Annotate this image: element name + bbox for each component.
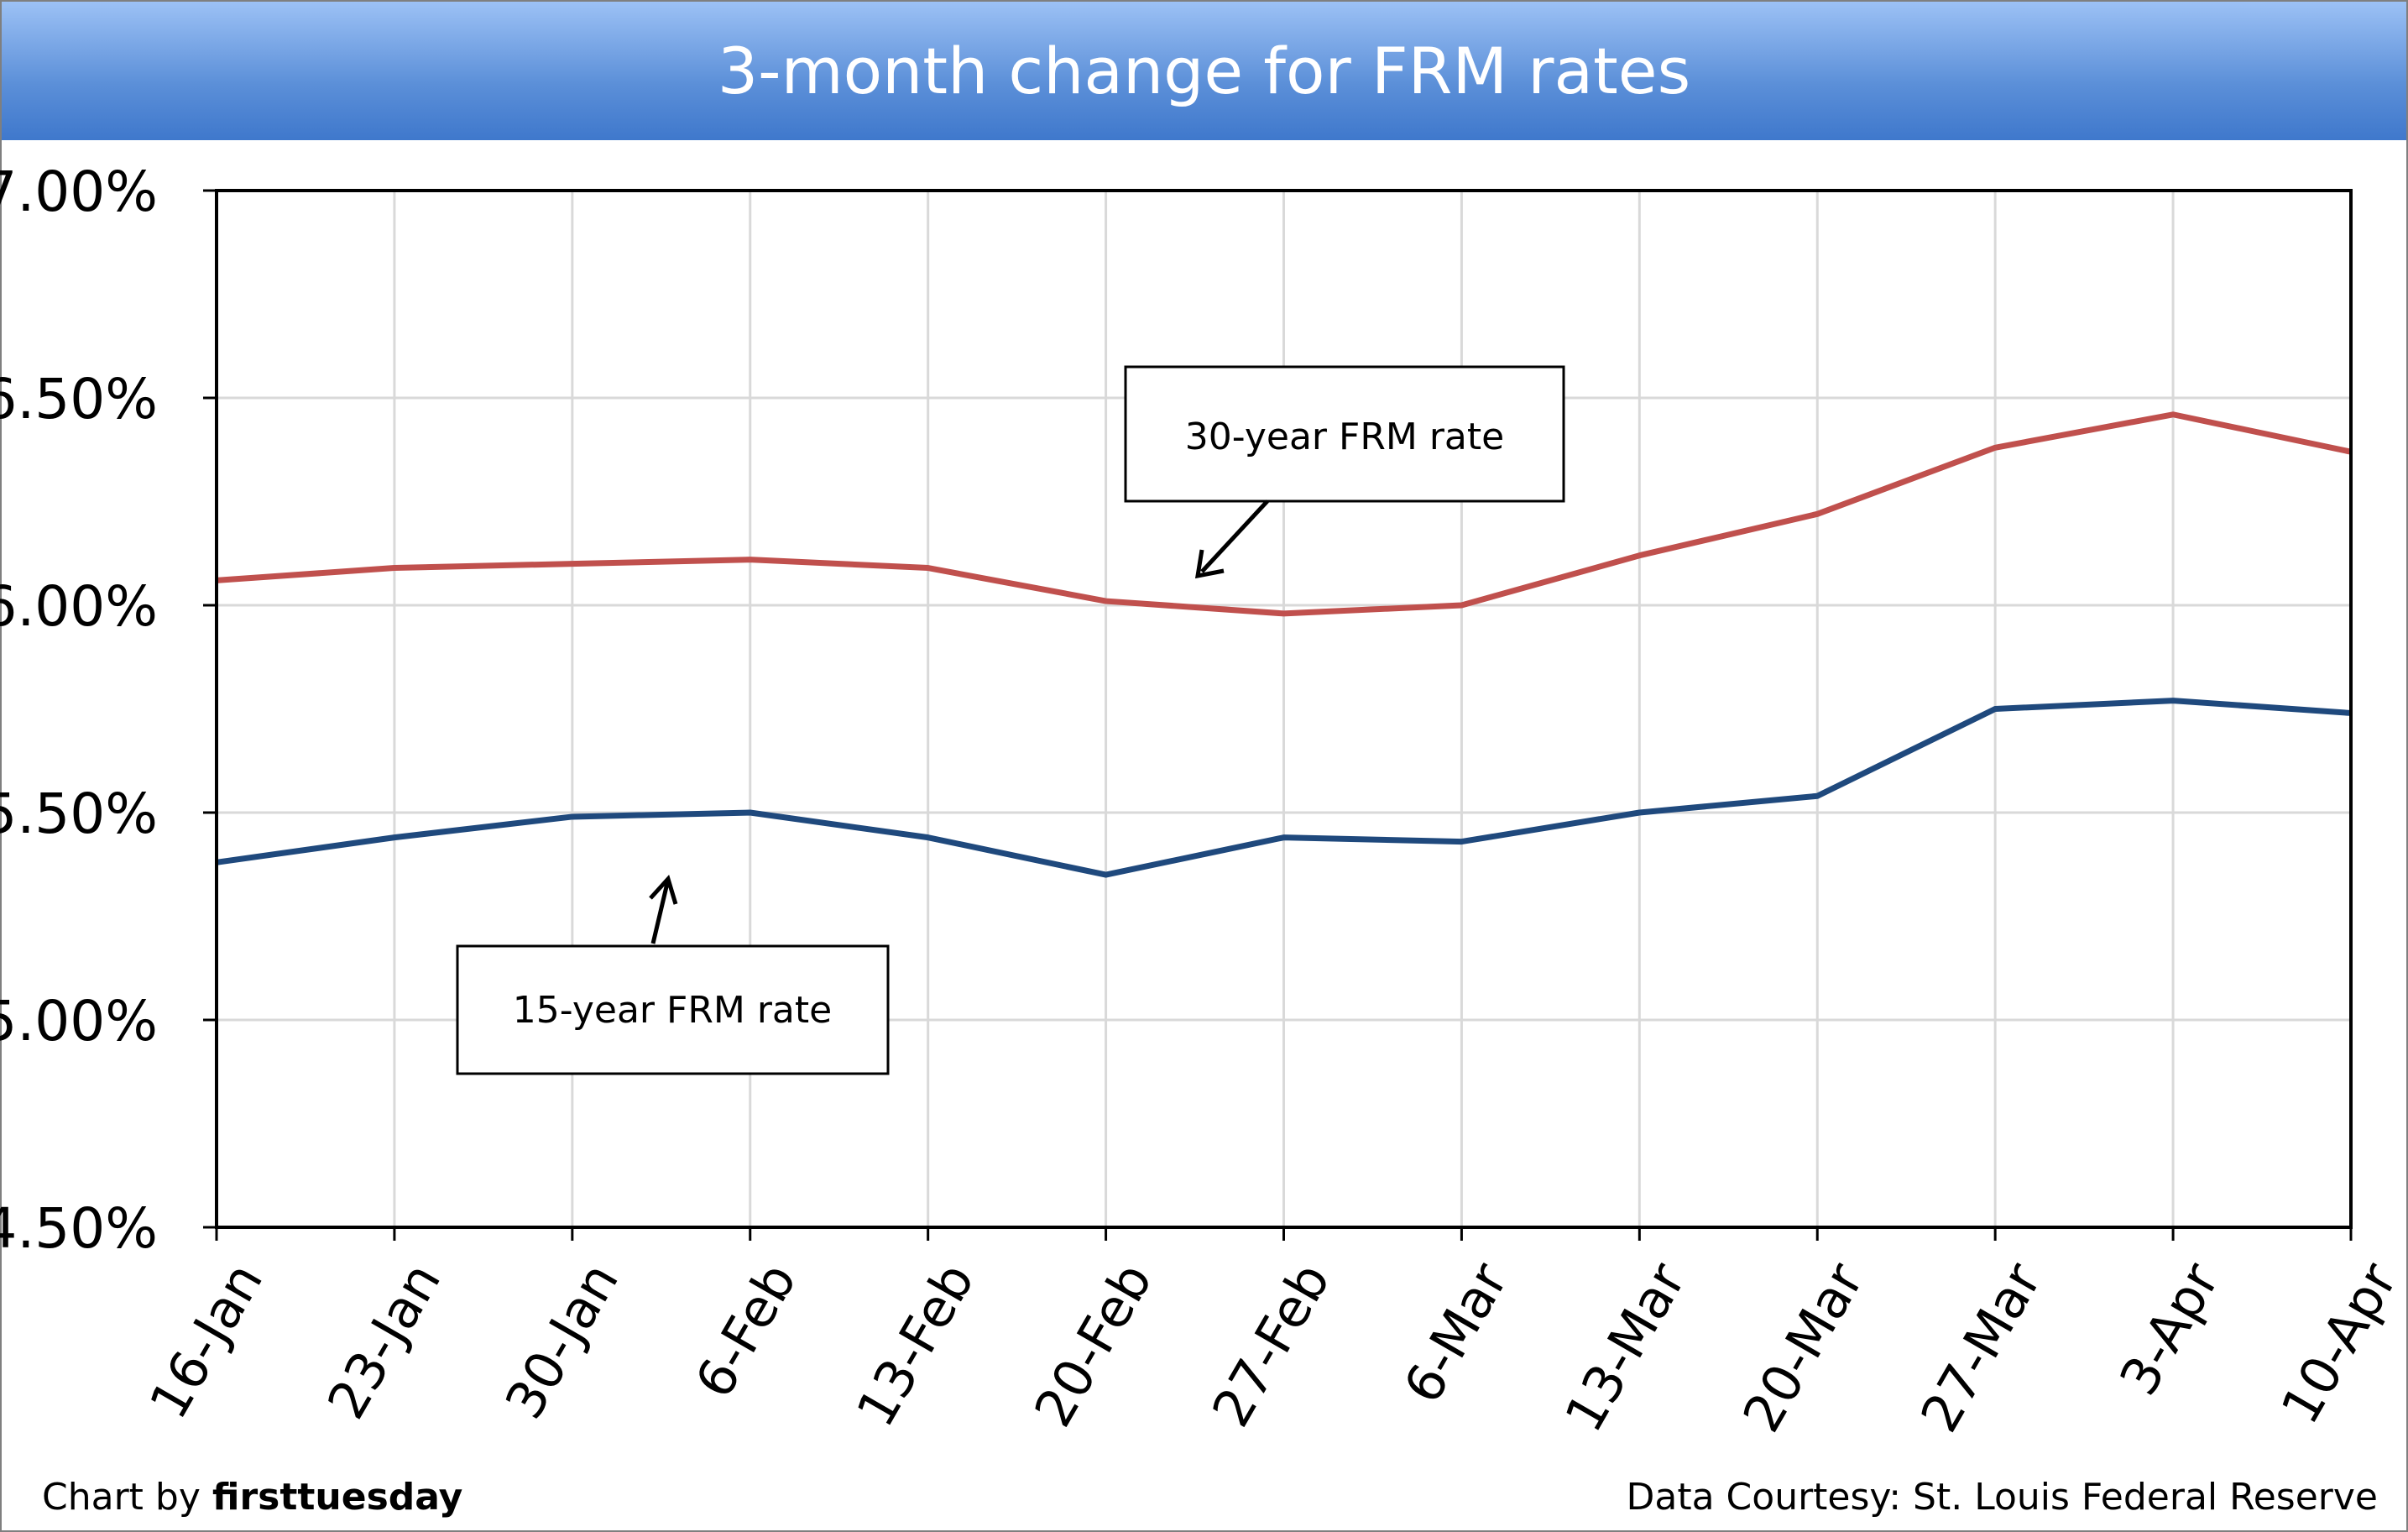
y-axis-ticks: 4.50% 5.00% 5.50% 6.00% 6.50% 7.00% [0,159,217,1261]
data-source: Data Courtesy: St. Louis Federal Reserve [1626,1476,2379,1519]
y-tick-label: 6.50% [0,367,158,431]
arrowhead-icon [1194,549,1225,579]
chart-credit: Chart by firsttuesday [42,1476,462,1519]
y-tick-label: 5.50% [0,782,158,846]
annotation-box-15-year [456,944,890,1075]
arrowhead-icon [649,875,678,905]
y-tick-label: 6.00% [0,574,158,639]
x-tick-label: 6-Feb [683,1252,808,1408]
series-lines [216,411,2352,878]
annotation-30-year: 30-year FRM rate [1124,365,1565,579]
credit-brand: firsttuesday [212,1476,463,1519]
credit-prefix: Chart by [42,1476,212,1519]
annotation-15-year: 15-year FRM rate [456,875,890,1075]
annotation-label-15-year: 15-year FRM rate [513,989,832,1032]
y-tick-label: 4.50% [0,1196,158,1261]
x-tick-label: 23-Jan [316,1252,452,1429]
chart-title: 3-month change for FRM rates [717,34,1691,108]
x-tick-label: 20-Mar [1731,1252,1876,1442]
x-tick-label: 27-Mar [1909,1252,2054,1442]
annotation-arrow-30-year [1200,499,1269,573]
x-tick-label: 10-Apr [2269,1252,2408,1434]
x-tick-label: 27-Feb [1200,1252,1342,1436]
x-tick-label: 6-Mar [1392,1252,1520,1414]
y-tick-label: 5.00% [0,989,158,1054]
y-tick-label: 7.00% [0,159,158,224]
x-tick-label: 30-Jan [494,1252,630,1429]
x-tick-label: 3-Apr [2108,1252,2231,1405]
x-tick-label: 13-Mar [1553,1252,1698,1442]
x-tick-label: 20-Feb [1022,1252,1164,1436]
annotation-box-30-year [1124,365,1565,503]
annotation-arrow-15-year [650,882,670,944]
annotation-label-30-year: 30-year FRM rate [1185,416,1504,458]
x-axis-ticks: 16-Jan 23-Jan 30-Jan 6-Feb 13-Feb 20-Feb 27-Fe… [138,1227,2408,1442]
x-tick-label: 13-Feb [844,1252,986,1436]
x-tick-label: 16-Jan [138,1252,274,1429]
title-bar: 3-month change for FRM rates [2,2,2406,140]
